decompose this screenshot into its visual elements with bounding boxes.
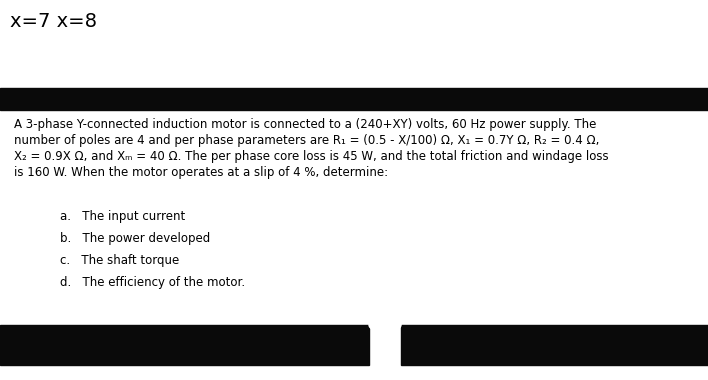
Ellipse shape [369,318,401,332]
Text: d.   The efficiency of the motor.: d. The efficiency of the motor. [60,276,245,289]
Text: x=7 x=8: x=7 x=8 [10,12,97,31]
Text: b.   The power developed: b. The power developed [60,232,210,245]
Text: X₂ = 0.9X Ω, and Xₘ = 40 Ω. The per phase core loss is 45 W, and the total frict: X₂ = 0.9X Ω, and Xₘ = 40 Ω. The per phas… [14,150,609,163]
Text: a.   The input current: a. The input current [60,210,185,223]
Text: number of poles are 4 and per phase parameters are R₁ = (0.5 - X/100) Ω, X₁ = 0.: number of poles are 4 and per phase para… [14,134,600,147]
Text: c.   The shaft torque: c. The shaft torque [60,254,179,267]
Text: A 3-phase Y-connected induction motor is connected to a (240+XY) volts, 60 Hz po: A 3-phase Y-connected induction motor is… [14,118,596,131]
Bar [0,88,708,110]
Text: is 160 W. When the motor operates at a slip of 4 %, determine:: is 160 W. When the motor operates at a s… [14,166,388,179]
Bar [401,325,708,365]
Bar [0,325,369,365]
